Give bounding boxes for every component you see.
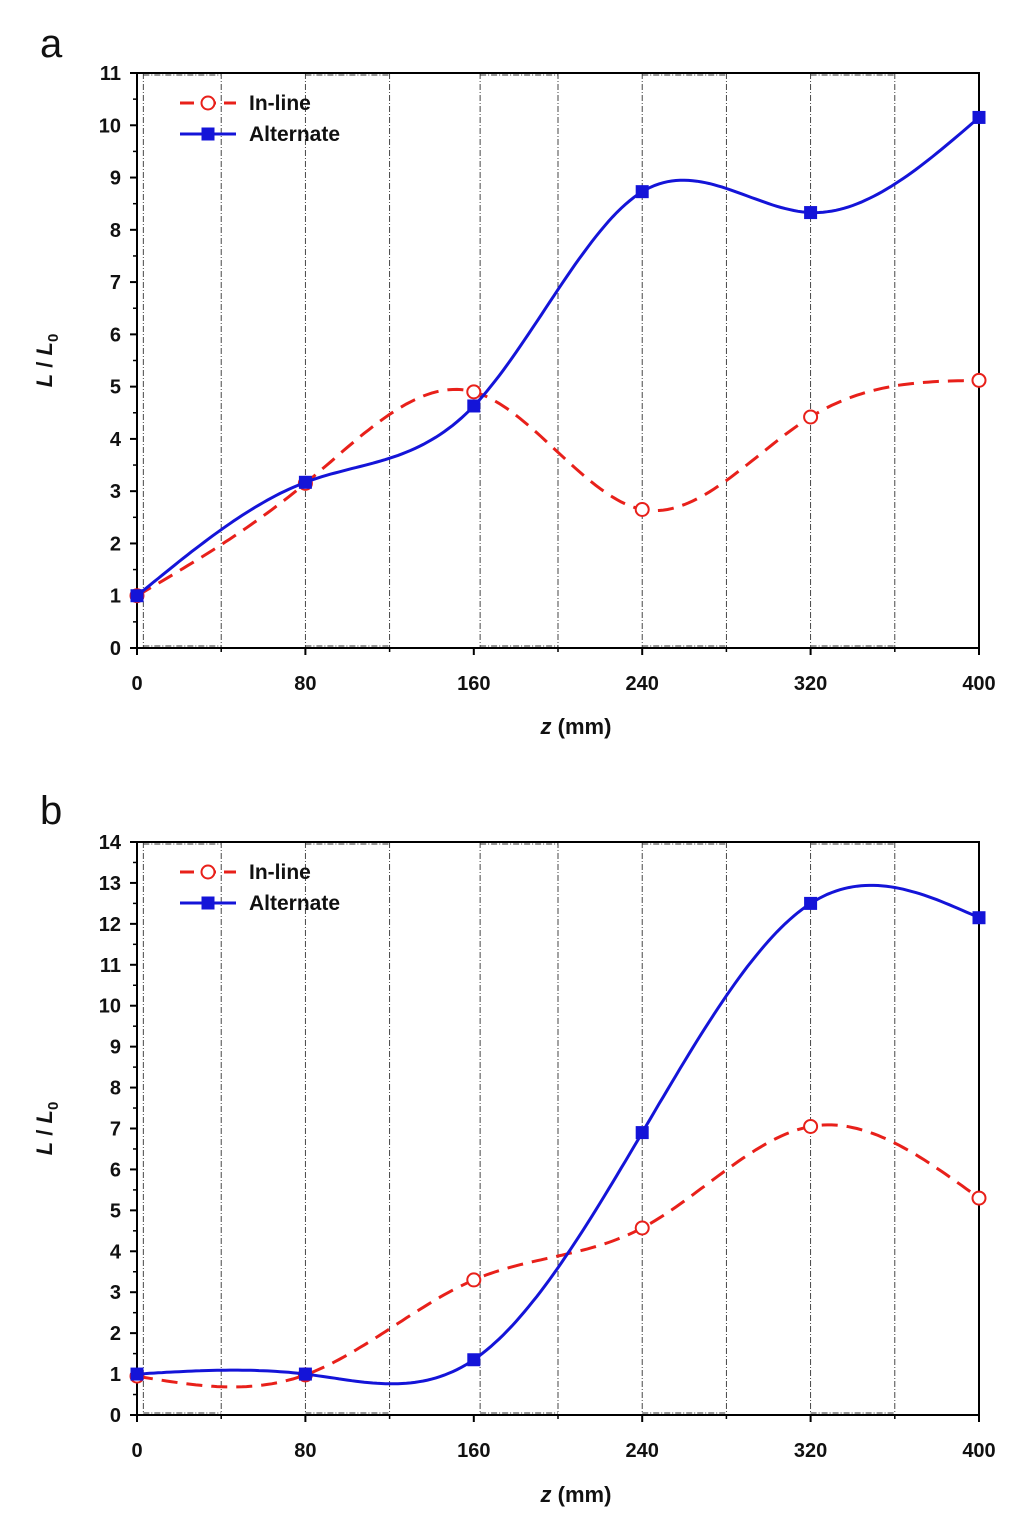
x-axis-title-var: z <box>540 714 552 739</box>
x-axis-title-var: z <box>540 1482 552 1507</box>
data-point-inline <box>634 1220 650 1236</box>
data-point-alternate <box>635 185 649 199</box>
data-point-alternate <box>130 589 144 603</box>
data-point-alternate <box>635 1126 649 1140</box>
y-axis-title-sub: 0 <box>45 1102 62 1110</box>
legend-marker <box>200 95 216 111</box>
data-point-alternate <box>467 399 481 413</box>
x-tick-label: 80 <box>294 1440 316 1462</box>
x-tick-label: 160 <box>457 673 490 695</box>
data-point-alternate <box>972 911 986 925</box>
y-tick-label: 14 <box>99 832 122 854</box>
x-tick-label: 0 <box>131 673 142 695</box>
data-point-inline <box>971 372 987 388</box>
data-point-inline <box>466 384 482 400</box>
data-point-inline <box>466 1272 482 1288</box>
y-axis-title-den: L <box>32 342 57 355</box>
y-tick-label: 2 <box>110 533 121 555</box>
y-axis-title-den: L <box>32 1110 57 1123</box>
y-tick-label: 9 <box>110 168 121 190</box>
y-tick-label: 10 <box>99 996 121 1018</box>
y-axis-title-num: L <box>32 374 57 387</box>
chart-panel-a: a 0 1 2 3 4 5 6 7 8 9 10 11 0 80 160 240 320 400 z (mm) L / … <box>32 22 996 739</box>
y-tick-label: 8 <box>110 220 121 242</box>
legend-label: Alternate <box>249 123 340 146</box>
y-tick-label: 2 <box>110 1323 121 1345</box>
y-axis-title-slash: / <box>32 356 57 374</box>
legend-marker <box>200 864 216 880</box>
y-tick-label: 6 <box>110 1159 121 1181</box>
x-axis-title: z (mm) <box>540 1482 612 1507</box>
data-point-alternate <box>298 475 312 489</box>
panel-label: b <box>40 789 62 833</box>
y-tick-label: 6 <box>110 324 121 346</box>
y-tick-label: 7 <box>110 1119 121 1141</box>
data-point-alternate <box>467 1353 481 1367</box>
legend-label: Alternate <box>249 892 340 915</box>
data-point-alternate <box>804 896 818 910</box>
legend-marker <box>201 127 215 141</box>
y-tick-label: 3 <box>110 1282 121 1304</box>
x-tick-label: 320 <box>794 673 827 695</box>
data-point-alternate <box>298 1367 312 1381</box>
data-point-inline <box>634 501 650 517</box>
x-axis-title-unit: (mm) <box>552 714 612 739</box>
y-tick-label: 5 <box>110 1200 121 1222</box>
x-tick-label: 80 <box>294 673 316 695</box>
data-point-alternate <box>130 1367 144 1381</box>
data-point-inline <box>803 1118 819 1134</box>
y-tick-label: 9 <box>110 1037 121 1059</box>
y-tick-label: 13 <box>99 873 121 895</box>
x-tick-label: 160 <box>457 1440 490 1462</box>
y-tick-label: 0 <box>110 638 121 660</box>
x-tick-label: 400 <box>962 673 995 695</box>
series-line-in-line <box>137 378 979 598</box>
y-axis-title-num: L <box>32 1142 57 1155</box>
y-tick-label: 1 <box>110 586 121 608</box>
series-line-in-line <box>137 1123 979 1389</box>
x-tick-label: 240 <box>626 1440 659 1462</box>
legend-marker <box>201 896 215 910</box>
panel-label: a <box>40 22 63 66</box>
y-tick-label: 4 <box>110 1241 122 1263</box>
y-axis-title: L / L0 <box>32 1102 62 1156</box>
y-tick-label: 5 <box>110 377 121 399</box>
y-tick-label: 11 <box>100 63 121 85</box>
y-axis-title: L / L0 <box>32 334 62 388</box>
x-tick-label: 240 <box>626 673 659 695</box>
x-tick-label: 0 <box>131 1440 142 1462</box>
x-tick-label: 320 <box>794 1440 827 1462</box>
data-point-inline <box>971 1190 987 1206</box>
data-point-inline <box>803 409 819 425</box>
legend-label: In-line <box>249 92 311 115</box>
y-tick-label: 12 <box>99 914 121 936</box>
y-axis-title-slash: / <box>32 1124 57 1142</box>
y-tick-label: 1 <box>110 1364 121 1386</box>
series-line-alternate <box>137 883 979 1386</box>
data-point-alternate <box>972 110 986 124</box>
y-tick-label: 10 <box>99 115 121 137</box>
x-tick-label: 400 <box>962 1440 995 1462</box>
x-axis-title: z (mm) <box>540 714 612 739</box>
y-tick-label: 11 <box>100 955 121 977</box>
y-tick-label: 4 <box>110 429 122 451</box>
y-tick-label: 3 <box>110 481 121 503</box>
series-line-alternate <box>137 116 979 597</box>
y-tick-label: 7 <box>110 272 121 294</box>
x-axis-title-unit: (mm) <box>552 1482 612 1507</box>
data-point-alternate <box>804 206 818 220</box>
y-tick-label: 8 <box>110 1078 121 1100</box>
y-axis-title-sub: 0 <box>45 334 62 342</box>
y-tick-label: 0 <box>110 1405 121 1427</box>
legend-label: In-line <box>249 861 311 884</box>
